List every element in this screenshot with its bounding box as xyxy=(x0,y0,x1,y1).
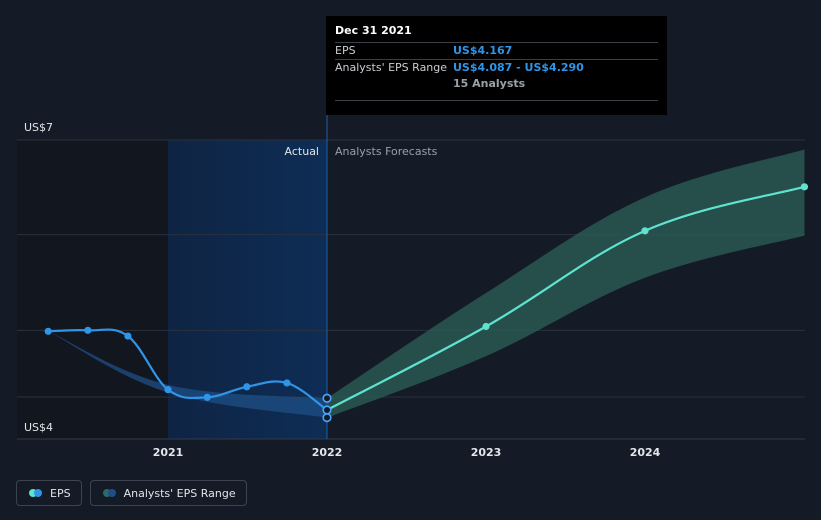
tooltip-analysts: 15 Analysts xyxy=(453,77,526,90)
forecast-point xyxy=(482,322,490,331)
tooltip-eps-row: EPS US$4.167 xyxy=(335,42,658,59)
tooltip-date: Dec 31 2021 xyxy=(335,24,412,37)
eps-point xyxy=(44,327,52,335)
forecast-point xyxy=(800,183,809,191)
tooltip-range-row: Analysts' EPS Range US$4.087 - US$4.290 xyxy=(335,59,658,76)
x-tick-label: 2022 xyxy=(312,446,343,459)
eps-points xyxy=(44,326,291,401)
eps-line xyxy=(48,328,328,411)
tooltip-range-value: US$4.087 - US$4.290 xyxy=(453,61,584,74)
legend-eps[interactable]: EPS xyxy=(16,480,82,506)
range-swatch-icon xyxy=(102,489,116,497)
legend-range-label: Analysts' EPS Range xyxy=(123,486,236,500)
highlighted-point xyxy=(322,393,332,403)
y-label-top: US$7 xyxy=(24,121,53,134)
eps-point xyxy=(124,332,132,340)
tooltip-analysts-row: 15 Analysts xyxy=(335,76,658,92)
eps-point xyxy=(203,393,211,401)
x-tick-label: 2023 xyxy=(471,446,502,459)
eps-range-band-forecast xyxy=(327,149,805,418)
eps-point xyxy=(243,383,251,391)
eps-range-band-actual xyxy=(48,331,328,418)
actual-label: Actual xyxy=(285,145,319,158)
eps-point xyxy=(164,386,172,394)
legend: EPS Analysts' EPS Range xyxy=(16,480,247,506)
highlighted-point xyxy=(322,413,332,423)
highlighted-point xyxy=(322,405,332,415)
eps-point xyxy=(84,326,92,334)
x-tick-label: 2024 xyxy=(630,446,661,459)
eps-point xyxy=(283,379,291,387)
forecast-point xyxy=(641,227,649,235)
forecast-points xyxy=(482,183,809,331)
legend-eps-label: EPS xyxy=(50,486,71,500)
forecast-label: Analysts Forecasts xyxy=(335,145,438,158)
x-tick-label: 2021 xyxy=(153,446,184,459)
y-label-bottom: US$4 xyxy=(24,421,53,434)
tooltip-range-label: Analysts' EPS Range xyxy=(335,61,448,74)
pre-2021-shade xyxy=(17,140,168,439)
tooltip: Dec 31 2021 EPS US$4.167 Analysts' EPS R… xyxy=(326,16,667,115)
tooltip-eps-value: US$4.167 xyxy=(453,44,513,57)
tooltip-eps-label: EPS xyxy=(335,44,356,57)
x-tick-labels: 2021 2022 2023 2024 xyxy=(153,446,661,459)
highlighted-points xyxy=(322,393,332,423)
legend-eps-range[interactable]: Analysts' EPS Range xyxy=(89,480,247,506)
eps-swatch-icon xyxy=(29,489,42,497)
forecast-line xyxy=(326,185,805,411)
